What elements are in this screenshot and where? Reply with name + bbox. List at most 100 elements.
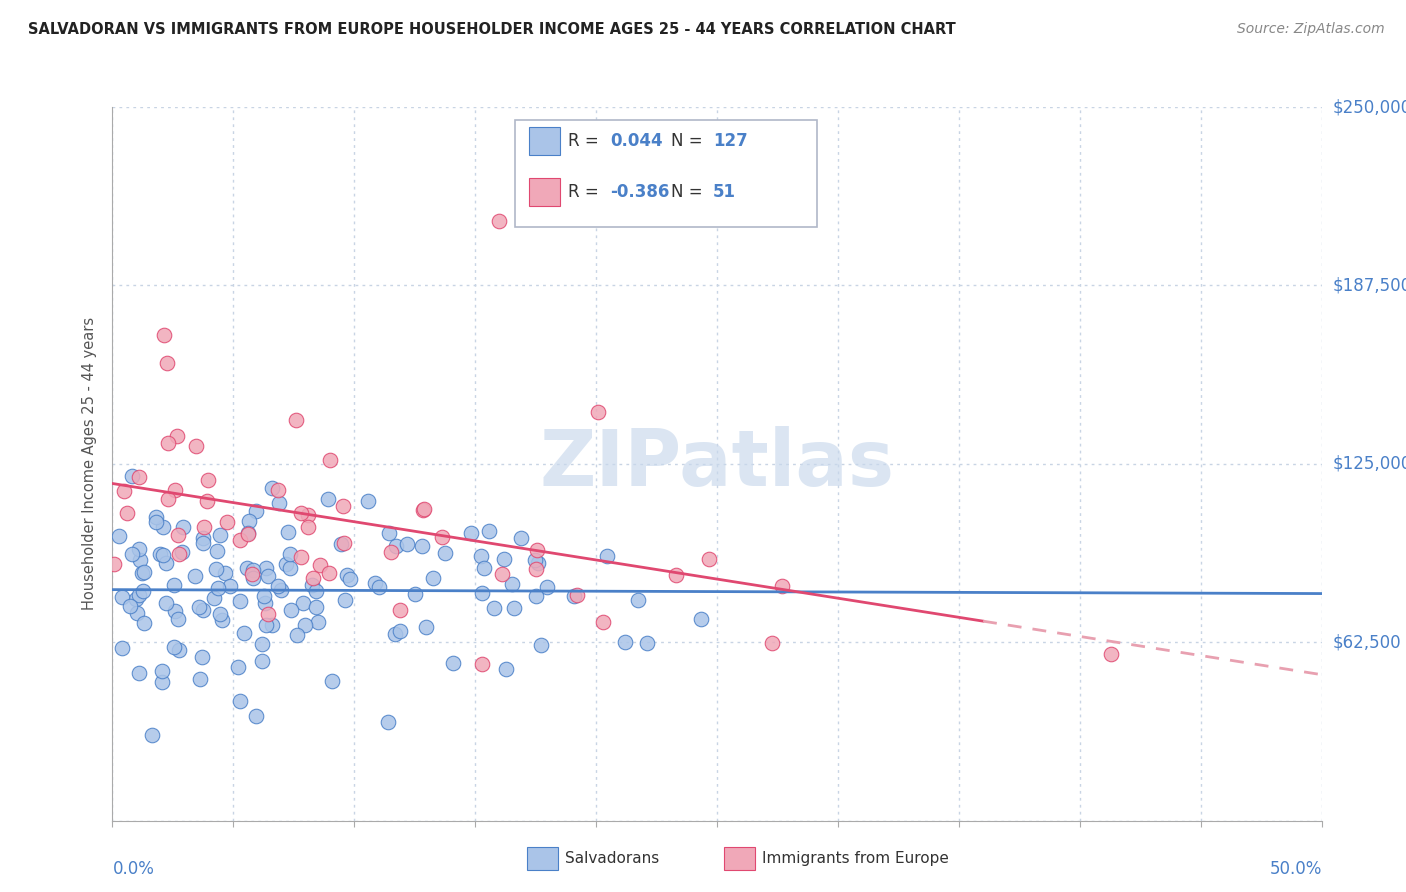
Point — [127, 606, 149, 620]
Point — [404, 587, 426, 601]
Text: SALVADORAN VS IMMIGRANTS FROM EUROPE HOUSEHOLDER INCOME AGES 25 - 44 YEARS CORRE: SALVADORAN VS IMMIGRANTS FROM EUROPE HOU… — [28, 22, 956, 37]
Text: 127: 127 — [713, 132, 748, 150]
Point — [242, 570, 264, 584]
Point — [309, 558, 332, 572]
Point — [152, 328, 174, 343]
Y-axis label: Householder Income Ages 25 - 44 years: Householder Income Ages 25 - 44 years — [82, 318, 97, 610]
Point — [434, 546, 457, 560]
Point — [228, 594, 250, 608]
Point — [188, 599, 211, 614]
Text: N =: N = — [671, 183, 707, 201]
Point — [523, 553, 546, 567]
Point — [150, 675, 173, 690]
Point — [292, 596, 315, 610]
Point — [536, 580, 558, 594]
Point — [332, 499, 354, 513]
Point — [627, 593, 650, 607]
Point — [267, 483, 290, 497]
Point — [149, 547, 172, 561]
Point — [250, 654, 273, 668]
Point — [145, 515, 167, 529]
Point — [565, 588, 588, 602]
Point — [193, 535, 215, 549]
Point — [195, 493, 218, 508]
Point — [257, 569, 280, 583]
Point — [145, 509, 167, 524]
Point — [257, 607, 280, 621]
Point — [132, 583, 155, 598]
Point — [245, 504, 267, 518]
Point — [269, 496, 291, 510]
Text: R =: R = — [568, 183, 605, 201]
Point — [491, 566, 513, 581]
Point — [236, 561, 259, 575]
Point — [339, 572, 361, 586]
Point — [166, 428, 188, 442]
Point — [330, 536, 353, 550]
Point — [415, 619, 437, 633]
Point — [166, 612, 188, 626]
Point — [488, 214, 510, 228]
Point — [307, 615, 329, 629]
Point — [118, 599, 141, 614]
Point — [167, 528, 190, 542]
Point — [190, 673, 212, 687]
Point — [503, 601, 526, 615]
Point — [266, 579, 288, 593]
Point — [163, 640, 186, 655]
Point — [111, 591, 134, 605]
Point — [356, 494, 378, 508]
Point — [562, 590, 585, 604]
Point — [172, 545, 194, 559]
Point — [471, 657, 494, 671]
Text: -0.386: -0.386 — [610, 183, 669, 201]
Point — [297, 520, 319, 534]
Point — [470, 549, 492, 563]
Point — [336, 568, 359, 582]
Point — [152, 548, 174, 562]
Point — [316, 492, 339, 507]
Point — [232, 626, 254, 640]
Point — [238, 526, 260, 541]
Point — [665, 567, 688, 582]
Point — [125, 592, 148, 607]
Point — [596, 549, 619, 563]
Point — [238, 514, 260, 528]
Point — [697, 551, 720, 566]
Point — [250, 637, 273, 651]
Point — [217, 516, 239, 530]
Point — [121, 469, 143, 483]
Text: ZIPatlas: ZIPatlas — [540, 425, 894, 502]
Point — [586, 405, 609, 419]
Point — [262, 618, 284, 632]
Point — [333, 593, 356, 607]
Point — [184, 439, 207, 453]
Point — [411, 539, 433, 553]
Point — [128, 470, 150, 484]
Point — [297, 508, 319, 522]
Point — [290, 506, 312, 520]
Point — [422, 571, 444, 585]
Point — [689, 612, 711, 626]
Point — [530, 638, 553, 652]
Point — [205, 562, 228, 576]
Point — [191, 531, 214, 545]
Point — [367, 580, 389, 594]
Point — [156, 356, 179, 370]
Point — [191, 603, 214, 617]
Point — [501, 576, 523, 591]
Point — [134, 565, 156, 579]
Point — [319, 452, 342, 467]
Point — [770, 579, 793, 593]
Text: $125,000: $125,000 — [1333, 455, 1406, 473]
Point — [378, 526, 401, 541]
Point — [460, 526, 482, 541]
Point — [278, 547, 301, 561]
Point — [412, 502, 434, 516]
Point — [526, 542, 548, 557]
Point — [156, 491, 179, 506]
Point — [167, 547, 190, 561]
Point — [242, 563, 264, 577]
Point — [524, 561, 547, 575]
Point — [163, 604, 186, 618]
